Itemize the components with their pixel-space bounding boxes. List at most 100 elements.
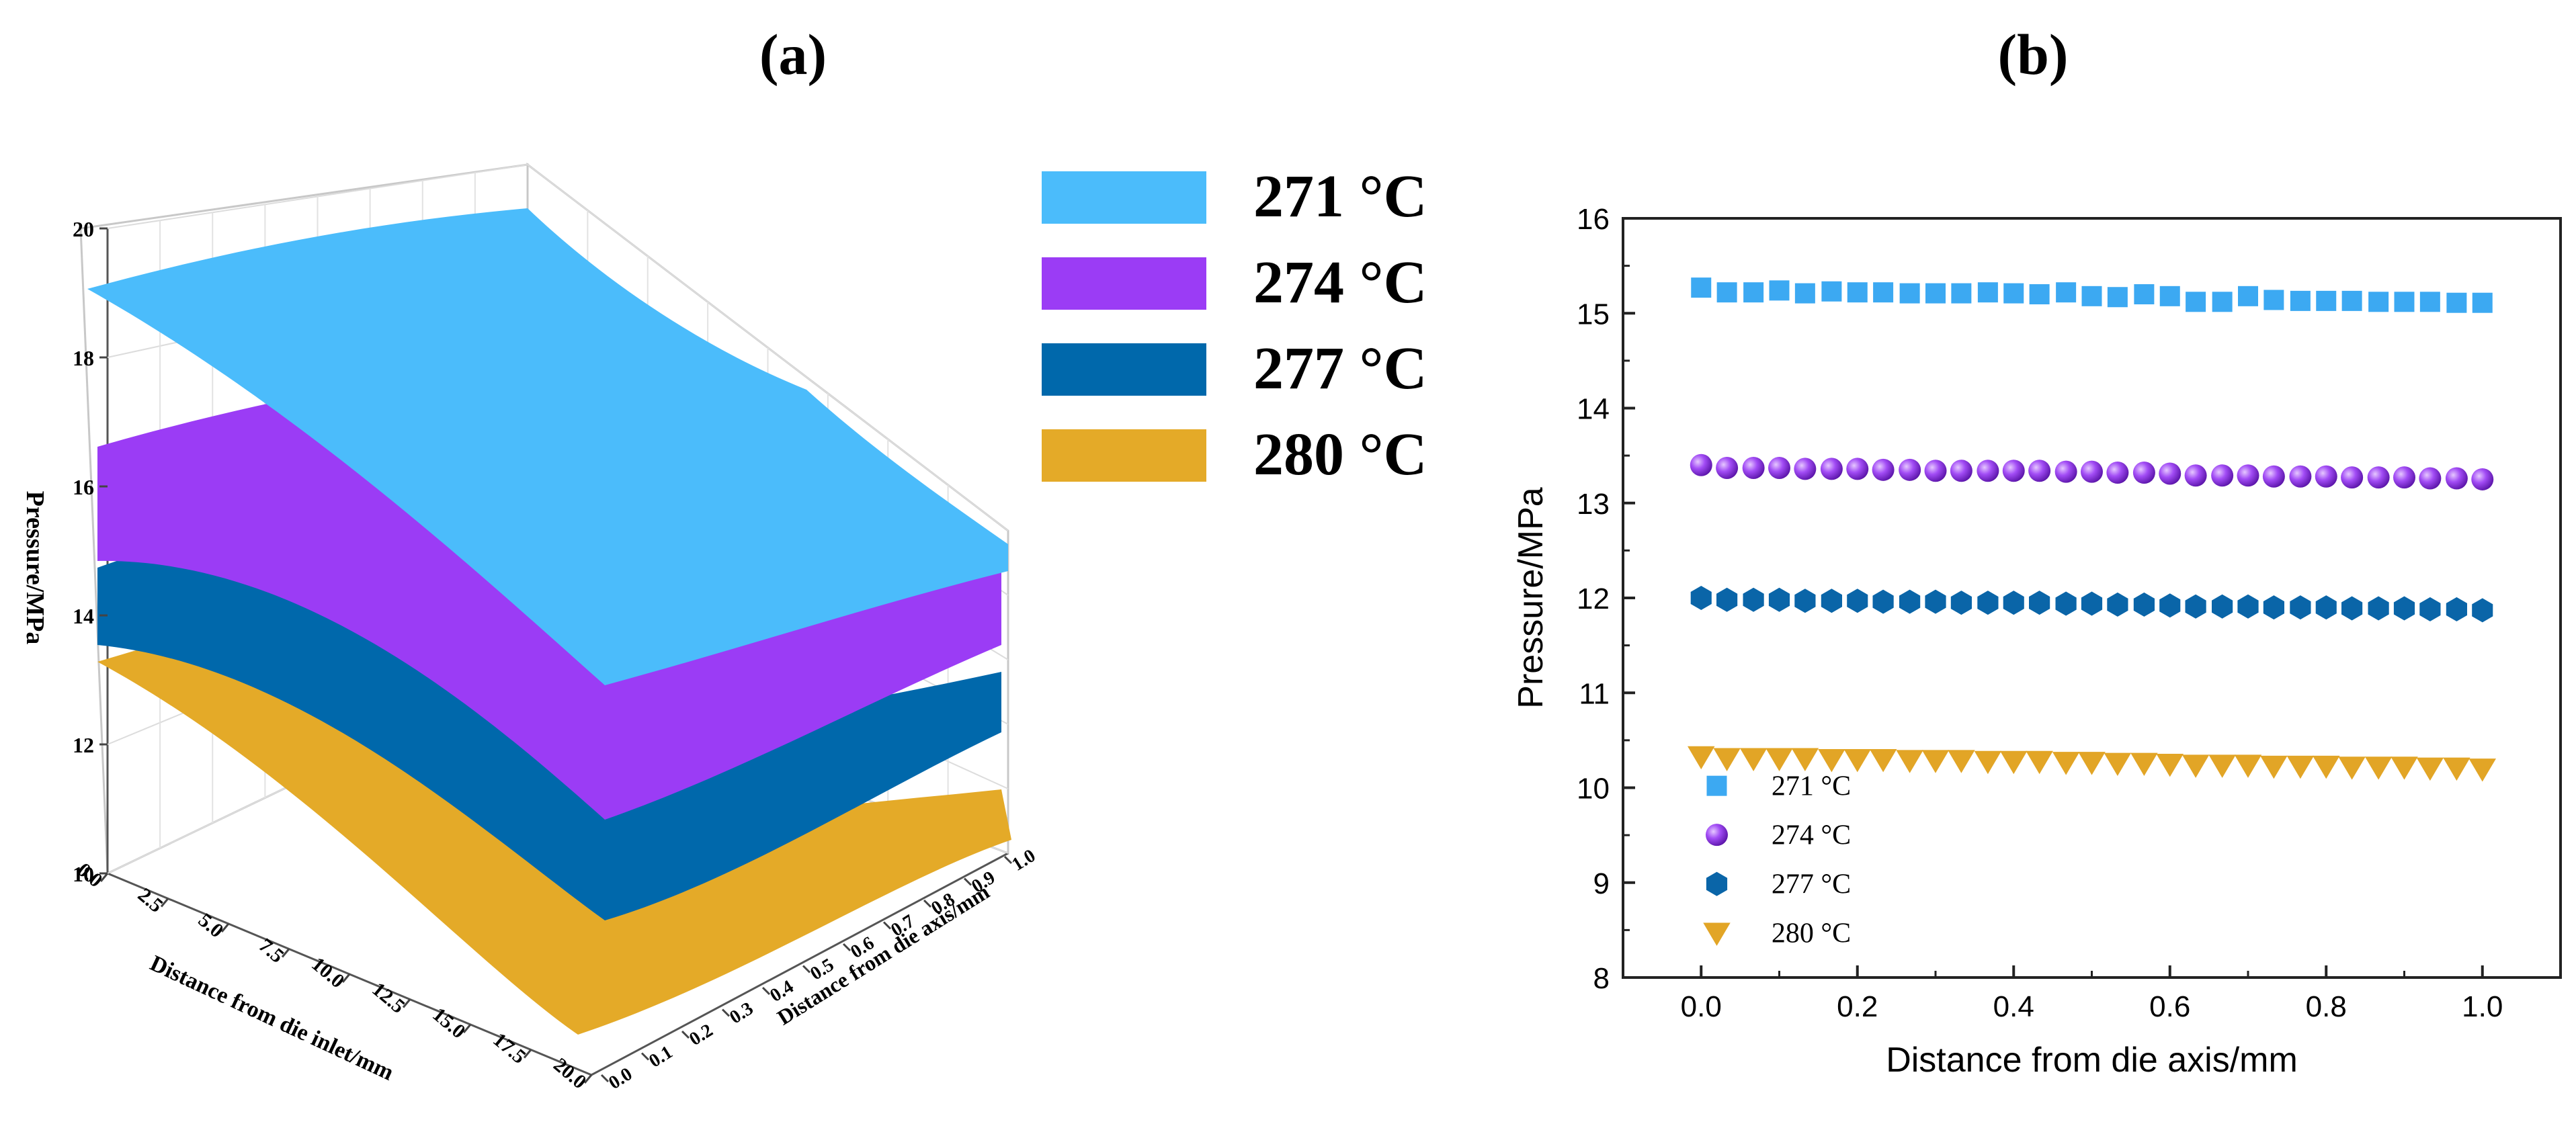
legend-marker <box>1703 922 1731 946</box>
data-point-square <box>2394 292 2415 312</box>
data-point-square <box>2107 287 2128 308</box>
data-point-sphere <box>2028 460 2051 482</box>
data-point-triangle-down <box>1869 748 1897 773</box>
data-point-square <box>2029 284 2050 304</box>
data-point-triangle-down <box>2286 755 2315 779</box>
data-point-square <box>1899 283 1920 304</box>
y-tick-mark <box>600 1074 610 1083</box>
data-point-square <box>2003 283 2024 304</box>
data-point-triangle-down <box>2208 754 2236 778</box>
legend-b: 271 °C 274 °C 277 °C 280 °C <box>1703 771 1851 949</box>
data-point-sphere <box>1846 458 1869 480</box>
data-point-hexagon <box>1821 589 1842 613</box>
data-point-square <box>2186 292 2206 312</box>
z-tick-label: 20 <box>73 217 94 241</box>
y-tick-label: 12 <box>1577 582 1610 615</box>
z-tick-label: 10 <box>73 862 94 886</box>
data-point-triangle-down <box>2313 755 2340 779</box>
y-axis-label: Pressure/MPa <box>1511 487 1550 709</box>
legend-label: 274 °C <box>1253 249 1427 316</box>
x-tick-mark <box>281 948 290 958</box>
data-point-square <box>1847 282 1868 303</box>
x-tick-label: 0.4 <box>1993 990 2034 1023</box>
y-tick-label: 0.2 <box>685 1020 716 1050</box>
legend-marker <box>1706 775 1727 796</box>
data-point-sphere <box>2262 465 2285 488</box>
y-tick-label: 15 <box>1577 298 1610 331</box>
data-point-sphere <box>2106 462 2129 484</box>
panel-b-label: (b) <box>1997 22 2068 87</box>
y-tick-mark <box>761 986 771 996</box>
data-point-square <box>1691 277 1712 298</box>
data-point-triangle-down <box>1818 748 1845 773</box>
data-point-triangle-down <box>2182 754 2210 778</box>
data-point-triangle-down <box>1896 750 1923 773</box>
x-tick-mark <box>99 873 109 882</box>
data-point-hexagon <box>1847 589 1868 613</box>
data-point-sphere <box>1690 453 1712 476</box>
data-point-triangle-down <box>1713 748 1741 771</box>
data-point-sphere <box>2419 467 2442 490</box>
legend-label: 280 °C <box>1772 918 1851 949</box>
data-point-sphere <box>1977 460 1999 482</box>
data-point-triangle-down <box>1688 746 1715 770</box>
data-point-square <box>1743 282 1764 303</box>
data-point-sphere <box>2315 465 2337 488</box>
surface-271 <box>87 208 1008 685</box>
data-point-hexagon <box>2237 594 2259 619</box>
x-tick-label: 0.6 <box>2149 990 2190 1023</box>
y-tick-mark <box>923 899 932 908</box>
data-point-sphere <box>2054 460 2077 483</box>
y-tick-label: 13 <box>1577 488 1610 521</box>
y-tick-label: 11 <box>1579 677 1610 710</box>
data-point-hexagon <box>1977 591 1999 615</box>
data-point-hexagon <box>2263 595 2284 620</box>
data-point-hexagon <box>1690 586 1712 610</box>
data-point-hexagon <box>2133 592 2155 617</box>
data-point-sphere <box>2159 462 2182 485</box>
legend-label: 277 °C <box>1253 335 1427 402</box>
data-point-hexagon <box>2185 594 2206 619</box>
x-tick-mark <box>583 1074 593 1084</box>
y-tick-label: 14 <box>1577 393 1610 426</box>
data-point-sphere <box>2367 466 2390 489</box>
data-point-sphere <box>1716 456 1739 479</box>
data-point-triangle-down <box>2260 755 2288 779</box>
data-point-hexagon <box>2472 598 2493 623</box>
data-point-sphere <box>1820 458 1843 480</box>
y-tick-mark <box>1003 855 1013 865</box>
legend-marker <box>1706 871 1728 896</box>
data-point-sphere <box>2081 460 2103 483</box>
x-tick-mark <box>220 923 230 932</box>
data-point-hexagon <box>2159 593 2181 618</box>
x-tick-label: 0.8 <box>2306 990 2347 1023</box>
data-point-square <box>2212 292 2233 312</box>
data-point-square <box>1769 280 1790 301</box>
x-tick-label: 0.0 <box>1681 990 1722 1023</box>
y-tick-label: 0.0 <box>605 1064 636 1094</box>
data-point-square <box>2472 292 2493 313</box>
legend-label: 277 °C <box>1772 869 1851 900</box>
data-point-triangle-down <box>2338 756 2366 780</box>
data-point-square <box>2238 286 2258 306</box>
legend-a: 271 °C 274 °C 277 °C 280 °C <box>1042 163 1427 488</box>
data-point-sphere <box>1950 460 1972 482</box>
panel-b: (b) 8 9 10 11 12 13 14 15 16 0.0 0.2 0.4 0.6 0.8 1.0 2… <box>1511 22 2562 1080</box>
data-point-hexagon <box>2315 595 2337 620</box>
data-point-sphere <box>1794 458 1817 480</box>
legend-swatch <box>1042 257 1206 310</box>
y-tick-label: 0.1 <box>645 1042 676 1072</box>
data-point-hexagon <box>1716 587 1738 612</box>
z-axis-label: Pressure/MPa <box>21 491 49 645</box>
data-point-hexagon <box>1950 591 1972 615</box>
data-point-sphere <box>2184 464 2207 487</box>
data-point-square <box>2446 292 2467 313</box>
panel-a-label: (a) <box>759 22 827 87</box>
data-point-hexagon <box>2419 597 2441 621</box>
data-point-triangle-down <box>2078 752 2106 775</box>
axis-ticks: 8 9 10 11 12 13 14 15 16 0.0 0.2 0.4 0.6 0.8 1.0 <box>1577 203 2562 1023</box>
data-point-hexagon <box>2393 596 2415 621</box>
y-tick-label: 10 <box>1577 773 1610 806</box>
data-point-hexagon <box>2290 595 2311 620</box>
data-point-triangle-down <box>1921 750 1950 773</box>
